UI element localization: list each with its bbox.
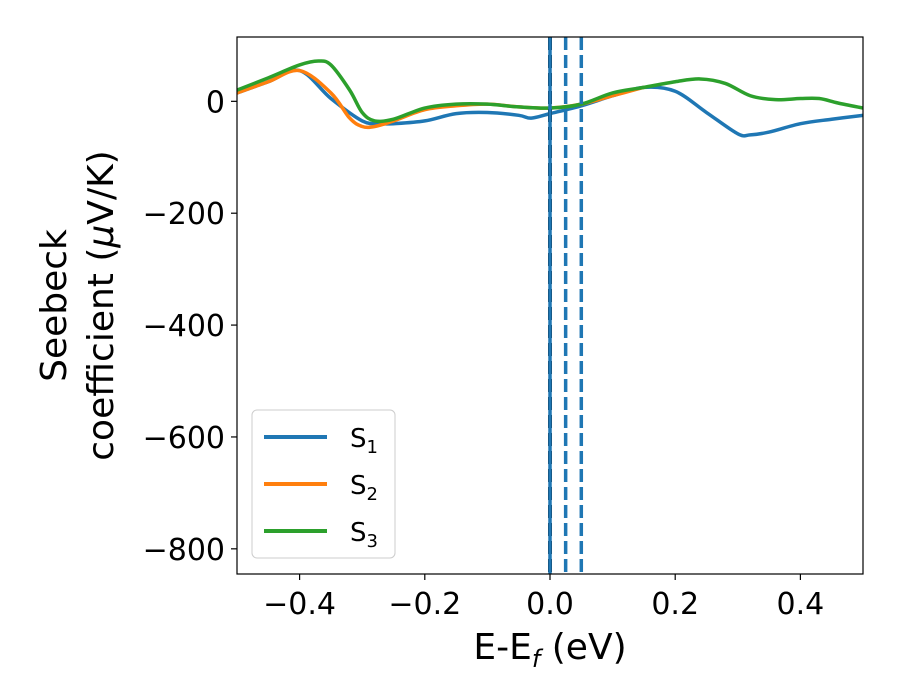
y-tick-label: −600: [143, 421, 225, 456]
x-tick-label: 0.4: [777, 587, 825, 622]
x-tick-label: −0.2: [388, 587, 461, 622]
y-axis-label-post: V/K): [81, 150, 122, 224]
series-layer: [237, 59, 863, 138]
x-axis-label-unit: (eV): [540, 627, 626, 668]
y-tick-label: 0: [206, 85, 225, 120]
x-tick-label: −0.4: [263, 587, 336, 622]
legend: S1 S2 S3: [251, 409, 396, 559]
x-tick-label: 0.2: [651, 587, 699, 622]
vline-layer: [548, 37, 584, 574]
series-line-1: [237, 68, 863, 138]
y-axis-label-mu: μ: [81, 225, 122, 249]
y-ticks: 0 −200 −400 −600 −800: [143, 85, 237, 568]
x-tick-label: 0.0: [526, 587, 574, 622]
y-axis-label-line2: coefficient (μV/K): [81, 150, 122, 460]
legend-label-1: S1: [350, 424, 378, 458]
legend-label-3: S3: [350, 518, 378, 552]
x-axis-label: E-Ef (eV): [473, 627, 626, 673]
legend-label-2: S2: [350, 471, 378, 505]
y-tick-label: −400: [143, 309, 225, 344]
y-axis-label-line1: Seebeck: [34, 229, 75, 382]
y-axis-label-pre: coefficient (: [81, 248, 122, 461]
y-tick-label: −200: [143, 197, 225, 232]
series-line-3: [237, 59, 863, 124]
x-axis-label-main: E-E: [473, 627, 531, 668]
x-ticks: −0.4 −0.2 0.0 0.2 0.4: [263, 574, 824, 622]
y-tick-label: −800: [143, 533, 225, 568]
y-axis-label: Seebeck coefficient (μV/K): [34, 150, 122, 460]
